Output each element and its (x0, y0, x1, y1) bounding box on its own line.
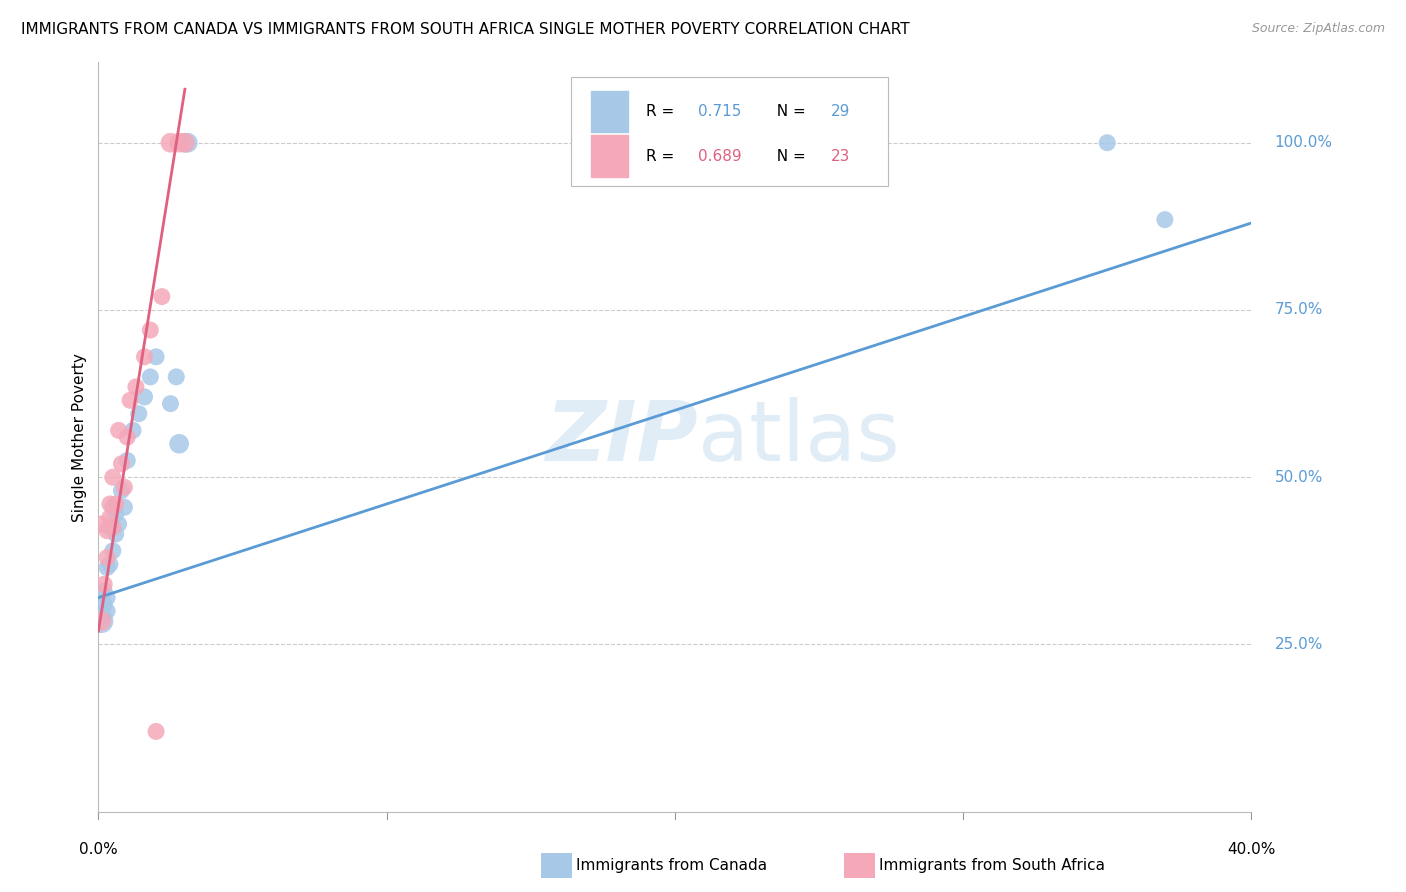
Text: atlas: atlas (697, 397, 900, 477)
Point (98, 510, 121, 524)
Text: R =: R = (647, 149, 679, 163)
Bar (591, 90, 627, 132)
Point (96, 550, 118, 565)
Point (93, 598, 115, 612)
Text: 40.0%: 40.0% (1227, 842, 1275, 856)
Point (139, 369, 162, 384)
Text: 0.715: 0.715 (697, 103, 741, 119)
Point (1154, 212, 1177, 227)
Point (104, 527, 127, 541)
Y-axis label: Single Mother Poverty: Single Mother Poverty (72, 352, 87, 522)
Point (139, 323, 162, 337)
Point (98, 497, 121, 511)
Point (93, 577, 115, 591)
Point (167, 136, 190, 150)
Point (150, 289, 173, 303)
Text: Immigrants from Canada: Immigrants from Canada (576, 858, 768, 872)
Text: 23: 23 (831, 149, 849, 163)
Point (90, 517, 112, 532)
Text: 100.0%: 100.0% (1274, 136, 1333, 150)
Text: 0.0%: 0.0% (79, 842, 118, 856)
Text: 25.0%: 25.0% (1274, 637, 1323, 652)
Bar (591, 136, 627, 177)
Point (134, 390, 156, 404)
Point (110, 457, 132, 471)
Point (110, 483, 132, 498)
Text: 0.689: 0.689 (697, 149, 741, 163)
Point (98, 557, 121, 572)
Point (104, 507, 127, 521)
Text: Source: ZipAtlas.com: Source: ZipAtlas.com (1251, 22, 1385, 36)
Point (145, 350, 167, 364)
Point (90, 614, 112, 628)
Point (107, 424, 129, 438)
Point (165, 369, 187, 384)
Point (98, 520, 121, 534)
Point (117, 453, 139, 467)
Point (104, 497, 127, 511)
Text: ZIP: ZIP (546, 397, 697, 477)
Point (96, 591, 118, 605)
Point (90, 607, 112, 622)
Text: N =: N = (768, 103, 811, 119)
Point (96, 524, 118, 538)
Text: IMMIGRANTS FROM CANADA VS IMMIGRANTS FROM SOUTH AFRICA SINGLE MOTHER POVERTY COR: IMMIGRANTS FROM CANADA VS IMMIGRANTS FRO… (21, 22, 910, 37)
FancyBboxPatch shape (571, 78, 889, 186)
Text: Immigrants from South Africa: Immigrants from South Africa (879, 858, 1105, 872)
Text: 75.0%: 75.0% (1274, 302, 1323, 318)
Point (122, 424, 145, 438)
Point (107, 517, 129, 532)
Point (96, 560, 118, 574)
Point (112, 500, 135, 515)
Point (120, 393, 142, 408)
Point (125, 380, 148, 394)
Point (96, 604, 118, 618)
Text: N =: N = (768, 149, 811, 163)
Point (101, 470, 124, 484)
Point (93, 584, 115, 599)
Point (177, 136, 200, 150)
Point (159, 136, 181, 150)
Text: 29: 29 (831, 103, 849, 119)
Point (134, 350, 156, 364)
Text: R =: R = (647, 103, 679, 119)
Point (174, 136, 197, 150)
Point (145, 724, 167, 739)
Point (128, 407, 150, 421)
Point (174, 136, 197, 150)
Point (101, 520, 124, 534)
Point (1097, 136, 1119, 150)
Point (159, 396, 181, 410)
Point (167, 436, 190, 450)
Point (112, 480, 135, 494)
Point (101, 543, 124, 558)
Text: 50.0%: 50.0% (1274, 470, 1323, 484)
Point (90, 614, 112, 628)
Point (101, 500, 124, 515)
Point (117, 430, 139, 444)
